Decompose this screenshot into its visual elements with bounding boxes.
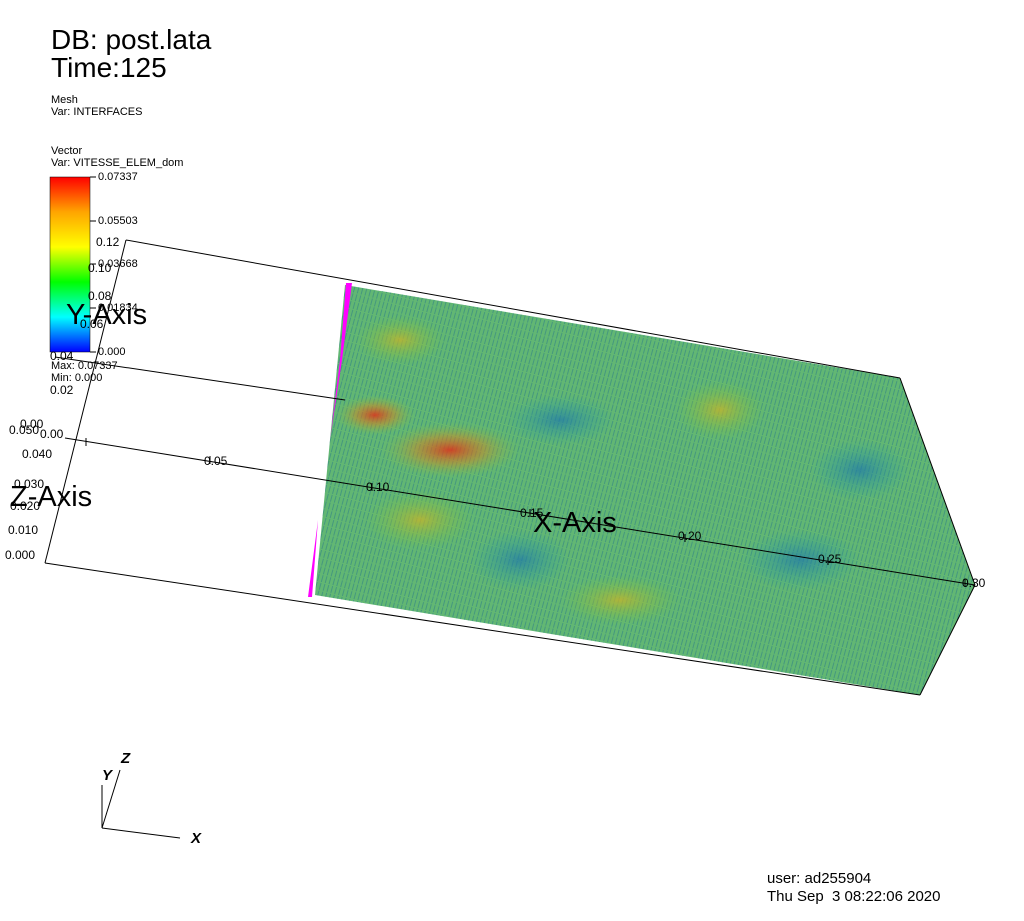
time-label: Time:125: [51, 52, 167, 83]
x-axis-tick: 0.05: [204, 454, 228, 468]
triad-y-label: Y: [102, 767, 113, 784]
legend-tick-label: 0.05503: [98, 215, 138, 227]
z-axis-title: Z-Axis: [10, 481, 93, 513]
legend-min: Min: 0.000: [51, 372, 103, 384]
triad-x-label: X: [191, 830, 202, 847]
x-axis-tick: 0.15: [520, 506, 544, 520]
db-label: DB: post.lata: [51, 24, 212, 55]
legend-tick-label: 0.07337: [98, 171, 138, 183]
legend-tick-label: 0.000: [98, 346, 126, 358]
legend-max: Max: 0.07337: [51, 360, 118, 372]
x-axis-tick: 0.10: [366, 480, 390, 494]
z-axis-tick: 0.010: [8, 523, 39, 537]
z-axis-tick: 0.030: [14, 477, 45, 491]
user-label: user: ad255904: [767, 870, 872, 887]
vector-field: [315, 285, 975, 695]
y-axis-tick: 0.00: [20, 417, 44, 431]
y-axis-tick: 0.04: [50, 349, 74, 363]
bounding-box: [44, 239, 976, 696]
color-bar: [49, 176, 91, 353]
x-axis-tick: 0.20: [678, 529, 702, 543]
z-axis-tick: 0.050: [9, 423, 40, 437]
z-axis-tick: 0.000: [5, 548, 36, 562]
vector-plot-type: Vector: [51, 145, 83, 157]
legend-tick-label: 0.01834: [98, 302, 138, 314]
triad-z-label: Z: [121, 750, 131, 767]
y-axis-tick: 0.02: [50, 383, 74, 397]
x-axis-tick: 0.30: [962, 576, 986, 590]
x-axis-title: X-Axis: [533, 507, 617, 539]
y-axis-title: Y-Axis: [66, 299, 148, 331]
mesh-plot-type: Mesh: [51, 94, 78, 106]
x-axis-tick: 0.25: [818, 552, 842, 566]
x-axis-ticks: [85, 438, 966, 587]
interface-surface: [308, 283, 352, 597]
legend-tick-label: 0.03668: [98, 258, 138, 270]
axis-triad: [101, 769, 181, 839]
z-axis-tick: 0.040: [22, 447, 53, 461]
x-axis-tick: 0.00: [40, 427, 64, 441]
y-axis-tick: 0.12: [96, 235, 120, 249]
y-axis-tick: 0.10: [88, 261, 112, 275]
timestamp-label: Thu Sep 3 08:22:06 2020: [767, 888, 941, 905]
y-axis-tick: 0.08: [88, 289, 112, 303]
mesh-plot-var: Var: INTERFACES: [51, 106, 143, 118]
y-axis-tick: 0.06: [80, 317, 104, 331]
vector-plot-var: Var: VITESSE_ELEM_dom: [51, 157, 184, 169]
z-axis-tick: 0.020: [10, 499, 41, 513]
